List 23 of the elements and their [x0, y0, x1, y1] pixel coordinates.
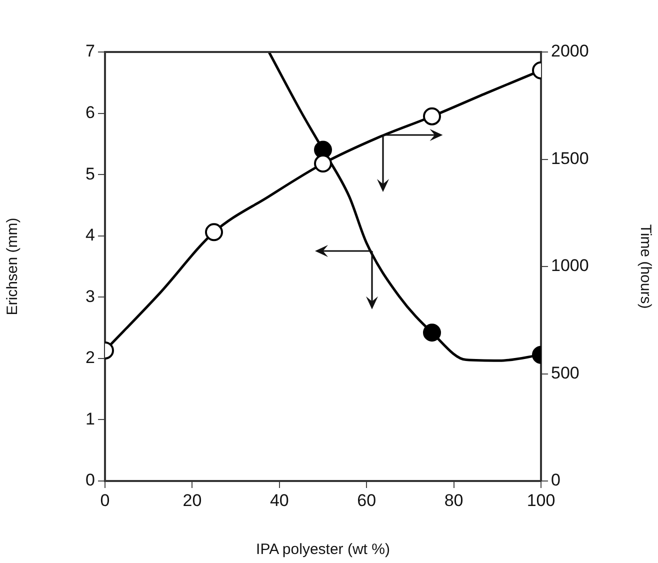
point — [314, 154, 332, 173]
y2-tick-label: 500 — [551, 363, 580, 382]
y-tick-label: 1 — [86, 409, 95, 428]
x-tick-label: 20 — [182, 490, 202, 510]
x-axis-title: IPA polyester (wt %) — [256, 541, 390, 558]
x-tick-label: 80 — [444, 490, 464, 510]
y2-tick-label: 0 — [551, 470, 560, 490]
y-tick-label: 2 — [86, 348, 95, 368]
y2-tick-label: 1500 — [551, 148, 589, 168]
x-tick-label: 0 — [100, 490, 110, 510]
y-tick-label: 3 — [86, 286, 95, 306]
x-tick-label: 100 — [526, 490, 556, 510]
x-tick-label: 40 — [270, 490, 289, 510]
x-tick-label: 60 — [357, 490, 376, 510]
y2-tick-label: 2000 — [551, 42, 589, 61]
y2-tick-label: 1000 — [551, 256, 589, 276]
y-tick-label: 5 — [86, 164, 95, 184]
y-tick-label: 0 — [86, 470, 95, 490]
y-tick-label: 7 — [86, 42, 95, 61]
y-tick-label: 4 — [86, 226, 95, 245]
y-tick-label: 6 — [86, 102, 95, 122]
y-axis-title: Erichsen (mm) — [4, 218, 22, 316]
y2-axis-title: Time (hours) — [636, 224, 654, 309]
